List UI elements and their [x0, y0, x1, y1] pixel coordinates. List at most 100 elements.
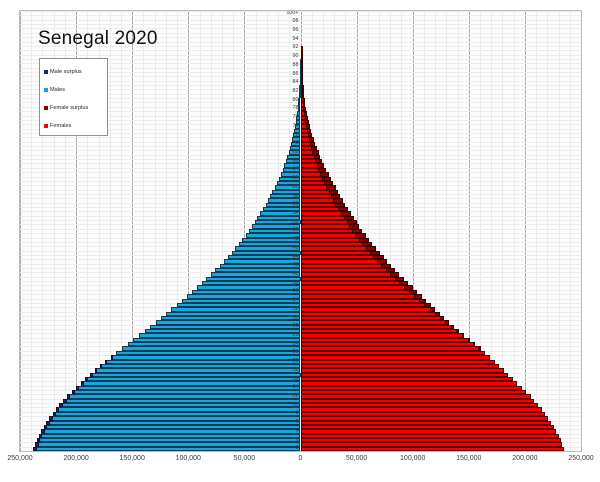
bar-female [300, 45, 303, 51]
x-tick-label: 50,000 [345, 455, 368, 462]
age-tick-label: 4 [295, 427, 299, 434]
age-tick-label: 78 [292, 105, 299, 112]
pyramid-row [20, 228, 581, 234]
bar-female-surplus [313, 154, 321, 160]
bar-female-surplus [409, 289, 418, 295]
bar-male [127, 342, 301, 347]
bar-female-surplus [419, 298, 427, 303]
pyramid-row [20, 137, 581, 142]
age-tick-label: 0 [295, 445, 299, 452]
bar-male [288, 150, 301, 155]
legend-item-females[interactable]: Females [44, 117, 107, 135]
pyramid-row [20, 276, 581, 282]
bar-male [35, 442, 301, 447]
bar-female-surplus [302, 98, 305, 103]
bar-female-surplus [300, 71, 303, 77]
legend-item-male-surplus[interactable]: Male surplus [44, 63, 107, 81]
age-tick-label: 60 [292, 183, 299, 190]
legend-item-males[interactable]: Males [44, 81, 107, 99]
bar-female-surplus [399, 281, 409, 286]
pyramid-row [20, 85, 581, 90]
bar-female [300, 311, 440, 316]
bar-female-surplus [301, 85, 304, 90]
bar-female-surplus [322, 176, 331, 181]
bar-female-surplus [307, 132, 313, 138]
pyramid-row [20, 315, 581, 321]
bar-male-surplus [55, 407, 60, 412]
pyramid-row [20, 437, 581, 443]
bar-male [265, 202, 301, 208]
legend-swatch-icon [44, 70, 48, 74]
age-tick-label: 38 [292, 279, 299, 286]
age-tick-label: 82 [292, 88, 299, 95]
pyramid-row [20, 302, 581, 308]
pyramid-row [20, 263, 581, 269]
pyramid-row [20, 185, 581, 190]
bar-female [300, 281, 409, 286]
bar-male-surplus [105, 359, 108, 364]
pyramid-row [20, 333, 581, 338]
age-tick-label: 40 [292, 270, 299, 277]
bar-male [210, 272, 301, 277]
bar-male [280, 172, 301, 177]
bar-female [300, 376, 513, 382]
pyramid-row [20, 115, 581, 120]
pyramid-row [20, 320, 581, 325]
bar-female-surplus [301, 80, 304, 86]
age-tick-label: 18 [292, 366, 299, 373]
pyramid-row [20, 11, 581, 15]
age-tick-label: 76 [292, 114, 299, 121]
bar-female [300, 263, 392, 269]
bar-female-surplus [335, 202, 346, 208]
pyramid-row [20, 220, 581, 225]
bar-female-surplus [315, 159, 323, 164]
pyramid-row [20, 154, 581, 160]
bar-female-surplus [306, 124, 310, 129]
pyramid-row [20, 372, 581, 377]
legend-item-female-surplus[interactable]: Female surplus [44, 99, 107, 117]
pyramid-row [20, 385, 581, 390]
pyramid-row [20, 193, 581, 199]
pyramid-row [20, 355, 581, 360]
bar-female [300, 276, 404, 282]
bar-male-surplus [100, 363, 103, 369]
bar-male [71, 390, 301, 395]
bar-male [294, 128, 301, 133]
age-tick-label: 36 [292, 288, 299, 295]
bar-male [291, 141, 301, 147]
pyramid-row [20, 329, 581, 334]
bar-male [201, 281, 301, 286]
pyramid-row [20, 89, 581, 94]
bar-male [298, 93, 301, 99]
bar-male [59, 403, 301, 408]
age-tick-label: 8 [295, 410, 299, 417]
pyramid-row [20, 411, 581, 417]
bar-female-surplus [358, 237, 369, 242]
bar-female-surplus [318, 167, 327, 173]
bar-male [63, 398, 301, 404]
bar-male [138, 333, 301, 338]
pyramid-row [20, 381, 581, 386]
bar-female [300, 403, 539, 408]
age-tick-label: 92 [292, 44, 299, 51]
age-tick-label: 72 [292, 131, 299, 138]
age-tick-label: 68 [292, 149, 299, 155]
pyramid-row [20, 63, 581, 68]
bar-male [245, 233, 301, 238]
bar-female [300, 407, 542, 412]
bar-female [300, 289, 418, 295]
bar-female [300, 416, 549, 421]
pyramid-row [20, 246, 581, 251]
age-tick-label: 98 [292, 18, 299, 25]
bar-female [300, 363, 500, 369]
bar-female-surplus [450, 324, 455, 330]
bar-female [300, 294, 422, 299]
pyramid-row [20, 250, 581, 255]
age-tick-label: 50 [292, 227, 299, 234]
x-tick-label: 100,000 [400, 455, 426, 462]
age-tick-label: 80 [292, 96, 299, 103]
bar-female-surplus [429, 307, 436, 312]
bar-male [144, 329, 301, 334]
bar-female-surplus [304, 115, 308, 120]
bar-male [276, 180, 301, 186]
